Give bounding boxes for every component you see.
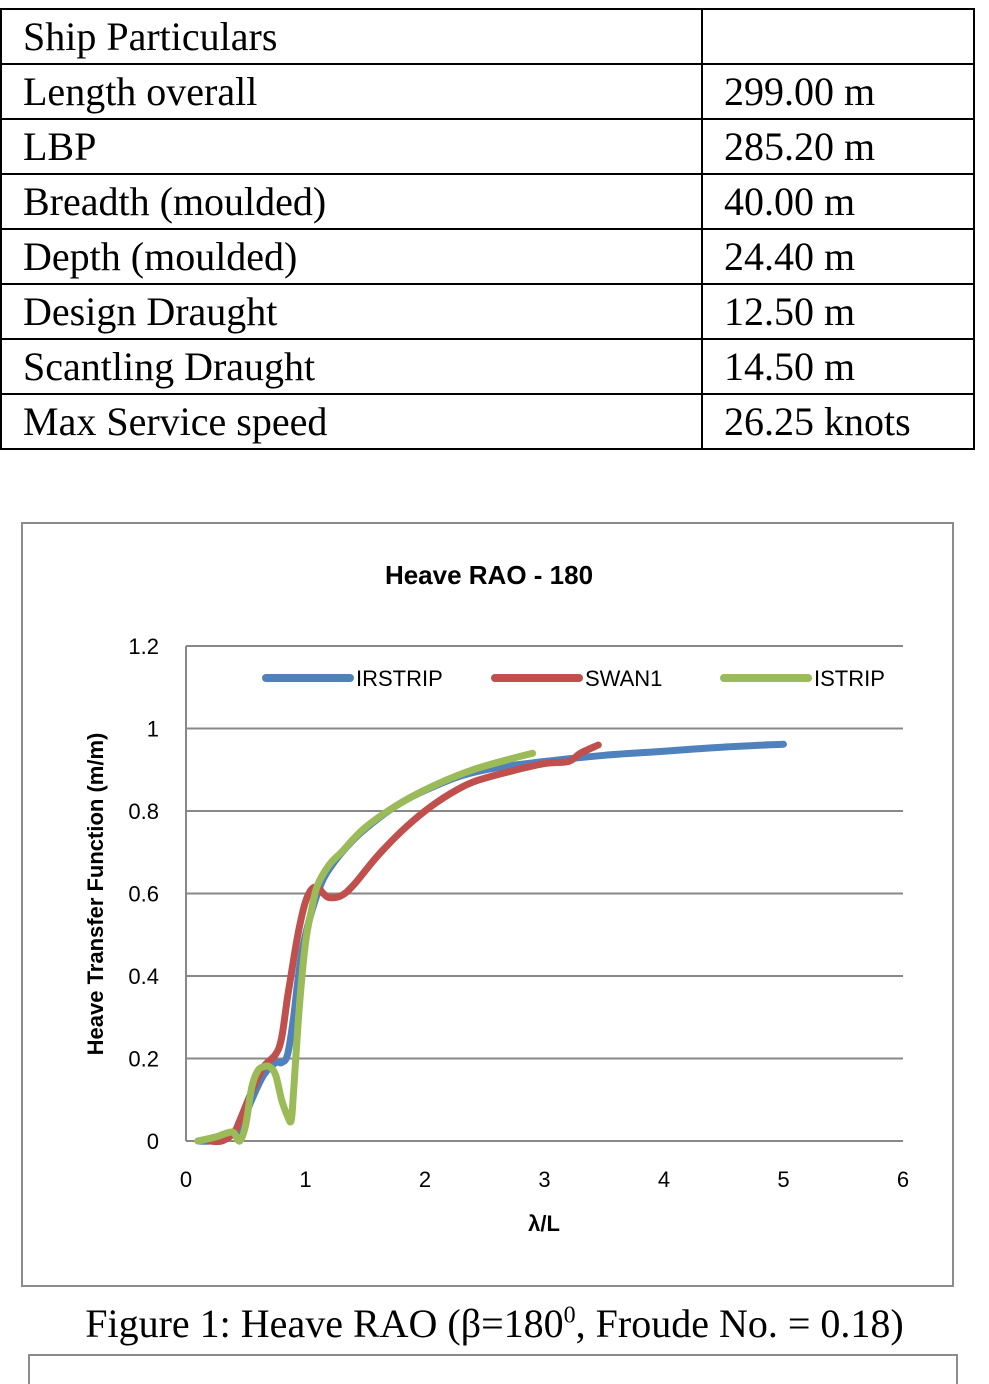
particular-label: Breadth (moulded) (0, 173, 703, 230)
particular-value: 12.50 m (701, 283, 975, 340)
y-tick-label: 0.2 (128, 1047, 159, 1072)
particular-value: 14.50 m (701, 338, 975, 395)
particular-value: 24.40 m (701, 228, 975, 285)
figure-caption: Figure 1: Heave RAO (β=1800, Froude No. … (0, 1300, 989, 1347)
ship-particulars-table: Ship Particulars Length overall 299.00 m LB… (0, 8, 975, 450)
particular-label: Design Draught (0, 283, 703, 340)
table-row: Max Service speed 26.25 knots (0, 393, 975, 450)
particular-label: Max Service speed (0, 393, 703, 450)
legend-label: SWAN1 (585, 666, 662, 691)
y-tick-label: 0.8 (128, 799, 159, 824)
legend-label: ISTRIP (814, 666, 885, 691)
caption-superscript: 0 (563, 1302, 576, 1329)
y-tick-label: 1 (147, 717, 159, 742)
y-tick-label: 0 (147, 1129, 159, 1154)
particular-label: Scantling Draught (0, 338, 703, 395)
particular-value: 40.00 m (701, 173, 975, 230)
table-row: LBP 285.20 m (0, 118, 975, 175)
legend-label: IRSTRIP (356, 666, 443, 691)
y-tick-label: 0.6 (128, 882, 159, 907)
x-axis-label: λ/L (528, 1211, 560, 1236)
x-tick-label: 5 (777, 1167, 789, 1192)
particular-label: Length overall (0, 63, 703, 120)
particular-value: 299.00 m (701, 63, 975, 120)
table-row: Breadth (moulded) 40.00 m (0, 173, 975, 230)
particular-value: 26.25 knots (701, 393, 975, 450)
y-tick-label: 1.2 (128, 634, 159, 659)
particular-label: Ship Particulars (0, 8, 703, 65)
x-tick-label: 1 (299, 1167, 311, 1192)
x-tick-label: 0 (180, 1167, 192, 1192)
y-tick-label: 0.4 (128, 964, 159, 989)
chart-svg: Heave RAO - 180 0 0.2 0.4 0.6 0.8 1 1.2 0 1 2 3 4 5 6 λ… (83, 560, 909, 1236)
heave-rao-chart: Heave RAO - 180 0 0.2 0.4 0.6 0.8 1 1.2 0 1 2 3 4 5 6 λ… (21, 522, 954, 1287)
x-tick-label: 3 (538, 1167, 550, 1192)
table-row: Length overall 299.00 m (0, 63, 975, 120)
series-line-irstrip (194, 740, 787, 1145)
table-row: Design Draught 12.50 m (0, 283, 975, 340)
x-tick-label: 2 (419, 1167, 431, 1192)
chart-title: Heave RAO - 180 (385, 560, 593, 590)
particular-value (701, 8, 975, 65)
table-row: Ship Particulars (0, 8, 975, 65)
x-tick-label: 6 (897, 1167, 909, 1192)
particular-value: 285.20 m (701, 118, 975, 175)
caption-text: Figure 1: Heave RAO (β=180 (85, 1301, 564, 1346)
particular-label: LBP (0, 118, 703, 175)
next-figure-frame (28, 1354, 958, 1384)
particular-label: Depth (moulded) (0, 228, 703, 285)
caption-text-suffix: , Froude No. = 0.18) (575, 1301, 904, 1346)
x-tick-label: 4 (658, 1167, 670, 1192)
series-line-istrip (194, 749, 537, 1145)
table-row: Scantling Draught 14.50 m (0, 338, 975, 395)
y-axis-label: Heave Transfer Function (m/m) (83, 733, 108, 1056)
table-row: Depth (moulded) 24.40 m (0, 228, 975, 285)
